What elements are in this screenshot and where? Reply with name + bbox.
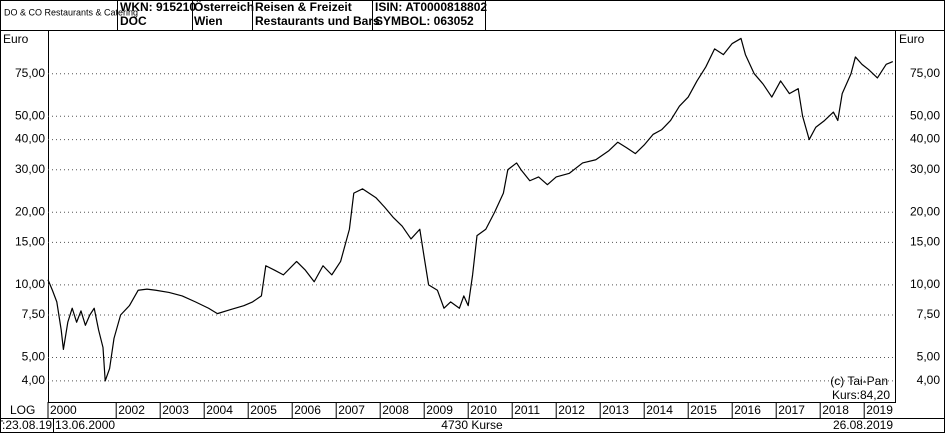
info: Reisen & Freizeit xyxy=(255,0,352,14)
annotation: Kurs:84,20 xyxy=(832,388,890,402)
x-tick-label: 2013 xyxy=(602,403,629,417)
footer-text: 13.06.2000 xyxy=(55,418,115,432)
x-tick-label: 2002 xyxy=(118,403,145,417)
plot-frame xyxy=(48,30,896,403)
info: Wien xyxy=(194,14,223,28)
x-tick-label: 2004 xyxy=(206,403,233,417)
x-tick-label: 2016 xyxy=(734,403,761,417)
annotation: (c) Tai-Pan xyxy=(830,374,888,388)
footer-text: 4730 Kurse xyxy=(441,418,503,432)
y-tick-label: 10,00 xyxy=(15,277,45,291)
scale-label: LOG xyxy=(10,403,35,417)
y-tick-label: 7,50 xyxy=(22,307,46,321)
x-tick-label: 2009 xyxy=(426,403,453,417)
price-line xyxy=(47,37,894,382)
x-tick-label: 2008 xyxy=(382,403,409,417)
y-axis-label: Euro xyxy=(3,32,29,46)
x-tick-label: 2017 xyxy=(778,403,805,417)
y-tick-label: 30,00 xyxy=(15,162,45,176)
x-tick-label: 2005 xyxy=(250,403,277,417)
y-tick-label: 30,00 xyxy=(910,162,940,176)
y-tick-label: 5,00 xyxy=(22,350,46,364)
x-tick-label: 2011 xyxy=(514,403,540,417)
footer-text: T:23.08.19 xyxy=(0,418,52,432)
info: Österreich xyxy=(194,0,254,14)
x-tick-label: 2003 xyxy=(162,403,189,417)
y-tick-label: 40,00 xyxy=(15,132,45,146)
info: DOC xyxy=(120,14,147,28)
y-tick-label: 5,00 xyxy=(917,350,941,364)
y-axis-label: Euro xyxy=(899,32,925,46)
info: SYMBOL: 063052 xyxy=(375,14,474,28)
x-tick-label: 2012 xyxy=(558,403,585,417)
y-tick-label: 20,00 xyxy=(15,204,45,218)
security-name: DO & CO Restaurants & Catering xyxy=(4,7,138,17)
info: WKN: 915210 xyxy=(120,0,196,14)
x-tick-label: 2007 xyxy=(338,403,365,417)
y-tick-label: 40,00 xyxy=(910,132,940,146)
x-tick-label: 2014 xyxy=(646,403,673,417)
x-tick-label: 2019 xyxy=(866,403,893,417)
x-tick-label: 2006 xyxy=(294,403,321,417)
x-tick-label: 2000 xyxy=(50,403,77,417)
info: Restaurants und Bars xyxy=(255,14,380,28)
x-tick-label: 2010 xyxy=(470,403,497,417)
x-tick-label: 2015 xyxy=(690,403,717,417)
y-tick-label: 20,00 xyxy=(910,204,940,218)
footer-text: 26.08.2019 xyxy=(833,418,893,432)
y-tick-label: 10,00 xyxy=(910,277,940,291)
y-tick-label: 7,50 xyxy=(917,307,941,321)
y-tick-label: 75,00 xyxy=(15,66,45,80)
y-tick-label: 75,00 xyxy=(910,66,940,80)
x-tick-label: 2018 xyxy=(822,403,849,417)
info: ISIN: AT0000818802 xyxy=(375,0,487,14)
y-tick-label: 50,00 xyxy=(910,108,940,122)
y-tick-label: 15,00 xyxy=(15,235,45,249)
y-tick-label: 4,00 xyxy=(917,373,941,387)
y-tick-label: 4,00 xyxy=(22,373,46,387)
y-tick-label: 15,00 xyxy=(910,235,940,249)
y-tick-label: 50,00 xyxy=(15,108,45,122)
